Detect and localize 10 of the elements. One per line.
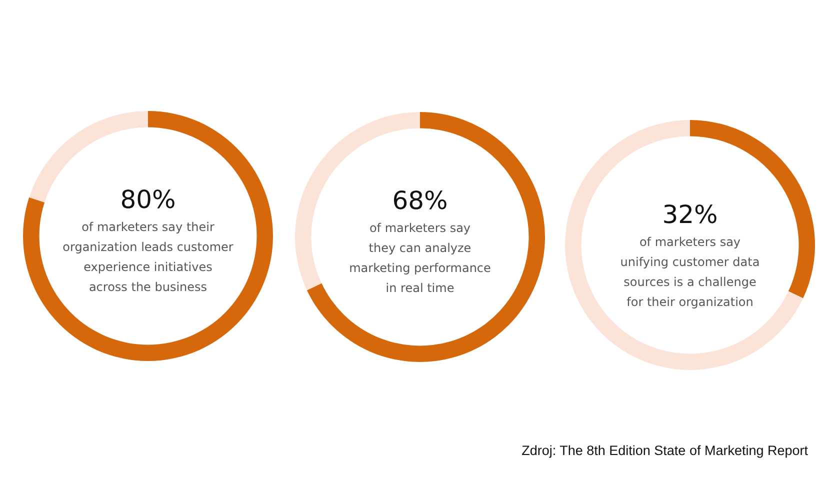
text: Zdroj: The 8th Edition State of Marketing Report xyxy=(522,443,808,458)
data-label: 32% xyxy=(661,200,719,230)
data-label: 80% xyxy=(119,185,177,215)
donut-slice xyxy=(23,111,273,361)
data-label: 68% xyxy=(391,186,449,216)
donut-slice xyxy=(565,120,804,370)
donut-slice xyxy=(306,112,545,362)
text: of marketers say unifying customer data sources is a challenge for their organization xyxy=(619,234,761,311)
text: of marketers say their organization leads customer experience initiatives across the business xyxy=(62,219,234,296)
text: of marketers say they can analyze marketing performance in real time xyxy=(348,220,492,297)
